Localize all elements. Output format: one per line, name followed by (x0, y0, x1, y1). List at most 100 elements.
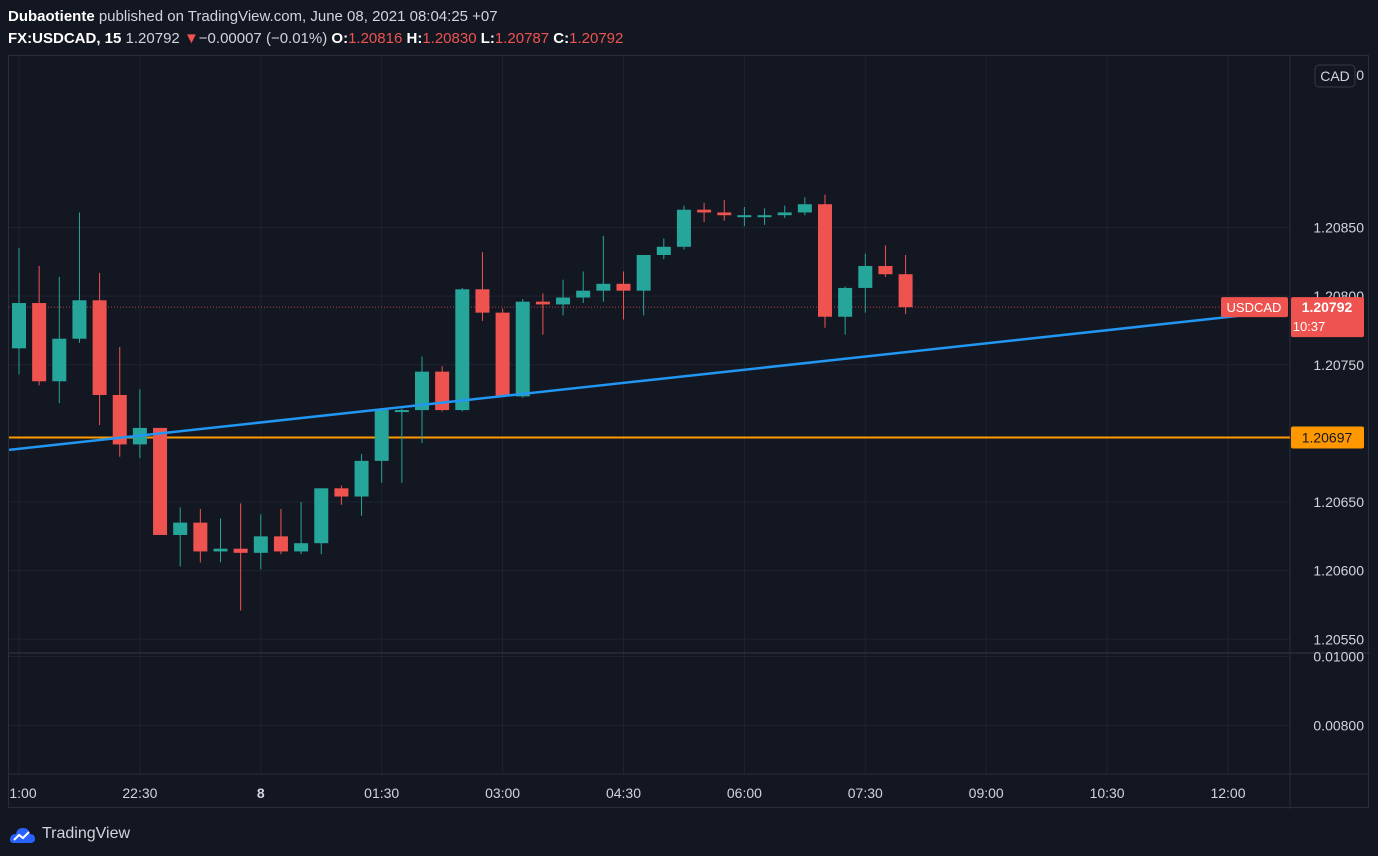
trendline (9, 311, 1269, 452)
time-tick-label: 04:30 (606, 785, 641, 801)
currency-badge-bg (1314, 64, 1356, 88)
candle (435, 366, 450, 412)
horizontal-line-label: 1.20697 (1291, 426, 1364, 449)
close-label: C: (553, 30, 570, 47)
price-tick-label: 1.20650 (1313, 494, 1364, 510)
candle (132, 389, 147, 459)
high-value: 1.20830 (422, 30, 477, 47)
candle-body (354, 460, 369, 497)
candle (334, 485, 349, 505)
indicator-tick-label: 0.01000 (1313, 648, 1364, 664)
candle-body (72, 300, 87, 339)
candle (294, 502, 309, 555)
candle-body (415, 371, 429, 411)
candle (32, 265, 47, 386)
time-tick-label: 09:00 (969, 785, 1004, 801)
candle-body (374, 410, 389, 461)
candle-body (294, 543, 309, 552)
candle-body (838, 287, 853, 317)
candle (415, 356, 429, 444)
time-tick-label: 10:30 (1090, 785, 1125, 801)
brand-label[interactable]: TradingView (42, 825, 131, 842)
candle (213, 518, 228, 563)
candle-body (737, 215, 752, 218)
candle-body (676, 209, 691, 247)
candle (153, 427, 168, 535)
candle (233, 503, 248, 611)
candle (12, 248, 26, 375)
candle (112, 346, 127, 457)
candle-body (777, 212, 792, 216)
candle-body (435, 371, 450, 411)
candle (777, 205, 792, 218)
candle-body (12, 303, 26, 349)
candle (596, 235, 611, 302)
candle (455, 287, 470, 412)
candle (273, 508, 288, 555)
candle (717, 200, 732, 221)
symbol-line: FX:USDCAD, 15 1.20792 ▼−0.00007 (−0.01%)… (8, 28, 1370, 50)
candle-body (495, 312, 510, 397)
candle (394, 408, 409, 483)
price-tick-label: 1.20550 (1313, 631, 1364, 647)
symbol-tag-label: USDCAD (1227, 300, 1282, 315)
publish-line: Dubaotiente published on TradingView.com… (8, 6, 1370, 28)
candle-body (697, 209, 712, 213)
price-change: −0.00007 (−0.01%) (198, 30, 328, 47)
candle-body (52, 338, 67, 382)
candle (72, 212, 87, 343)
candle-body (455, 289, 470, 411)
author-name[interactable]: Dubaotiente (8, 8, 95, 25)
candle-body (153, 427, 168, 535)
candle-body (898, 274, 913, 308)
candle-body (32, 303, 47, 382)
time-tick-label: 07:30 (848, 785, 883, 801)
candle-body (314, 488, 329, 544)
candle (656, 238, 671, 260)
candle-body (193, 522, 208, 552)
time-tick-label: 01:30 (364, 785, 399, 801)
countdown-timer: 10:37 (1293, 319, 1326, 334)
footer: TradingView (8, 820, 130, 848)
current-price-tag: 1.20792 10:37 (1291, 297, 1364, 338)
candle (556, 279, 571, 316)
candle-body (556, 297, 571, 305)
candle-body (92, 300, 107, 395)
candle-body (112, 394, 127, 445)
price-chart[interactable]: 1.208501.208001.207501.206501.206001.205… (9, 56, 1370, 809)
candle-body (576, 290, 591, 298)
symbol-name: FX:USDCAD, 15 (8, 30, 122, 47)
price-tick-label: 1.20850 (1313, 220, 1364, 236)
candle (314, 488, 329, 555)
candle (495, 308, 510, 397)
candle (616, 271, 631, 320)
candle-body (334, 488, 349, 497)
candle-body (213, 548, 228, 552)
candle-body (818, 204, 832, 317)
candle-body (636, 255, 651, 291)
close-value: 1.20792 (569, 30, 624, 47)
candle-body (394, 410, 409, 413)
indicator-tick-label: 0.00800 (1313, 718, 1364, 734)
candle-body (515, 301, 530, 397)
candle (737, 206, 752, 227)
candle (676, 205, 691, 250)
candle-body (858, 265, 873, 288)
price-tick-label: 1.20750 (1313, 357, 1364, 373)
candle (818, 194, 832, 328)
chart-frame[interactable]: 1.20850 1.20800 1.20750 1.20650 1.20600 1.205… (8, 55, 1370, 809)
currency-badge: CAD (1314, 64, 1356, 88)
symbol-tag-bg (1221, 297, 1288, 318)
candle (858, 253, 873, 313)
open-value: 1.20816 (348, 30, 403, 47)
candle-body (596, 283, 611, 291)
candle-body (878, 265, 893, 275)
candle-body (273, 536, 288, 552)
candle (576, 271, 591, 304)
open-label: O: (331, 30, 349, 47)
candle (92, 272, 107, 426)
tradingview-logo-icon[interactable] (8, 824, 36, 844)
candle-body (535, 301, 550, 305)
time-tick-label: 06:00 (727, 785, 762, 801)
candle-body (757, 215, 772, 218)
